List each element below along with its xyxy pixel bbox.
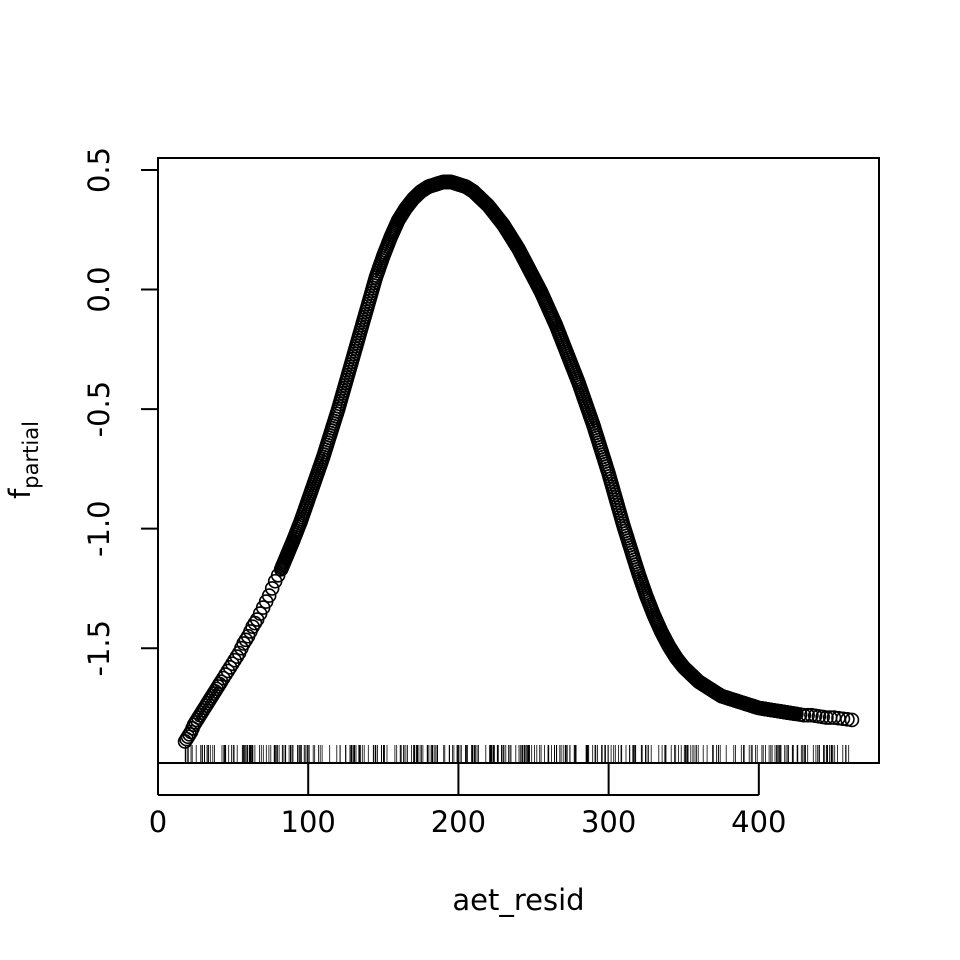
data-point [238, 632, 254, 648]
data-point [218, 667, 233, 682]
data-points [177, 174, 860, 749]
y-tick-label: -1.0 [82, 500, 116, 557]
data-point [227, 652, 242, 668]
y-tick-label: 0.0 [82, 266, 116, 312]
x-tick-label: 200 [431, 805, 486, 839]
rug-marks [184, 745, 850, 763]
y-axis-label-subscript: partial [19, 421, 43, 489]
data-point [213, 674, 229, 690]
data-point [844, 712, 860, 728]
data-point [236, 636, 251, 651]
y-axis-label: fpartial [3, 421, 43, 499]
data-point [222, 660, 238, 675]
data-point [261, 588, 277, 603]
x-tick-label: 100 [281, 805, 336, 839]
x-tick-label: 0 [149, 805, 167, 839]
y-tick-label: -0.5 [82, 381, 116, 438]
y-axis: -1.5 -1.0 -0.5 0.0 0.5 [82, 147, 159, 677]
data-point [796, 707, 812, 723]
data-point [245, 619, 260, 635]
data-point [229, 649, 245, 664]
y-tick-label: 0.5 [82, 147, 116, 193]
x-tick-label: 300 [581, 805, 636, 839]
data-point [216, 670, 231, 686]
y-axis-label-main: f [3, 488, 37, 499]
data-point [819, 710, 834, 725]
svg-text:fpartial: fpartial [3, 421, 43, 499]
y-tick-label: -1.5 [82, 620, 116, 677]
data-point [220, 663, 236, 679]
data-point [225, 656, 240, 672]
x-axis-label: aet_resid [452, 883, 584, 917]
data-point [840, 712, 855, 727]
x-tick-label: 400 [731, 805, 786, 839]
x-axis: 0 100 200 300 400 [149, 763, 787, 839]
data-point [264, 581, 280, 596]
data-point [800, 707, 815, 723]
data-point [835, 711, 851, 727]
